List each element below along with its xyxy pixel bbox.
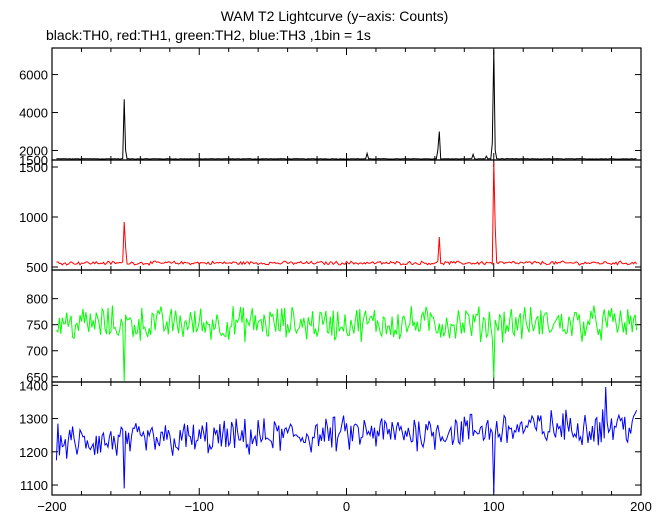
y-tick-label: 1300 [19,412,48,427]
x-tick-label: 100 [483,499,505,514]
panel-frame-th1 [51,159,642,271]
series-line-th2 [56,305,638,382]
chart-subtitle: black:TH0, red:TH1, green:TH2, blue:TH3 … [46,27,371,43]
x-tick-label: 200 [630,499,652,514]
y-tick-label: 4000 [19,106,48,121]
chart-title: WAM T2 Lightcurve (y−axis: Counts) [220,8,449,24]
y-tick-label: 1100 [20,478,48,493]
series-line-th1 [56,161,637,266]
y-tick-label: 1200 [19,445,48,460]
y-tick-label: 1500 [19,160,48,175]
y-tick-label: 2000 [19,144,48,159]
x-tick-label: −100 [185,499,214,514]
x-tick-label: −200 [37,499,66,514]
x-tick-label: 0 [343,499,350,514]
series-line-th0 [56,49,637,160]
y-tick-label: 700 [26,344,48,359]
y-tick-label: 750 [26,318,48,333]
panel-frame-th3 [51,381,642,496]
y-tick-label: 650 [26,370,48,385]
y-tick-label: 500 [26,260,48,275]
y-tick-label: 6000 [19,68,48,83]
y-tick-label: 1000 [19,210,48,225]
series-line-th3 [55,386,638,494]
y-tick-label: 800 [26,292,48,307]
y-tick-label: 1400 [19,378,48,393]
y-tick-label: 1500 [19,153,48,168]
panel-frame-th0 [51,47,642,161]
